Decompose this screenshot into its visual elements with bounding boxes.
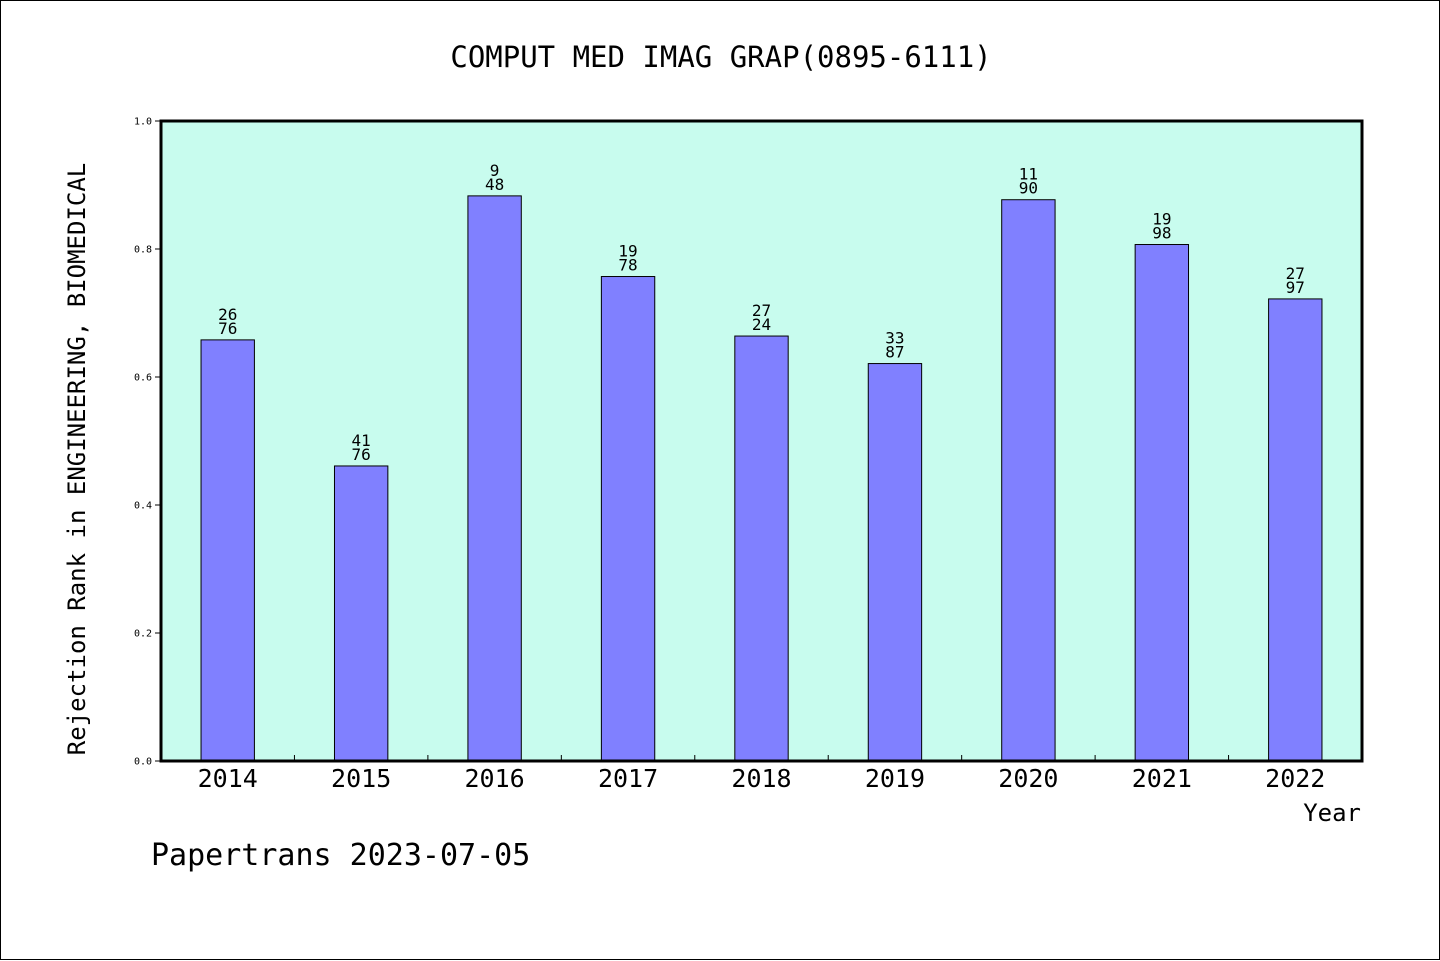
bar-label-2020-line2: 90 <box>1019 179 1038 198</box>
bar-label-2015-line1: 41 <box>352 431 371 450</box>
bar-2021 <box>1134 244 1190 762</box>
x-tick-label-2021: 2021 <box>1132 764 1192 793</box>
bar-label-2015-line2: 76 <box>352 445 371 464</box>
y-tick-label-0.6: 0.6 <box>134 373 152 384</box>
x-tick-label-2016: 2016 <box>465 764 525 793</box>
footer-credit: Papertrans 2023-07-05 <box>151 838 530 873</box>
bar-label-2022-line2: 97 <box>1286 278 1305 297</box>
y-axis-ticks: 0.0 0.2 0.4 0.6 0.8 1.0 <box>134 117 161 768</box>
bar-label-2017-line2: 78 <box>618 256 637 275</box>
bar-2015 <box>333 465 389 762</box>
bar-label-2021-line2: 98 <box>1152 224 1171 243</box>
bar-label-2019-line2: 87 <box>885 343 904 362</box>
bar-label-2016-line1: 9 <box>490 161 500 180</box>
bar-2020 <box>1001 199 1056 762</box>
bar-label-2014-line1: 26 <box>218 305 237 324</box>
y-tick-label-0.8: 0.8 <box>134 245 152 256</box>
bar-label-2018-line2: 24 <box>752 315 771 334</box>
bar-label-2021-line1: 19 <box>1152 210 1171 229</box>
bar-label-2022-line1: 27 <box>1286 264 1305 283</box>
x-tick-label-2015: 2015 <box>331 764 391 793</box>
y-tick-label-0.4: 0.4 <box>134 501 152 512</box>
bar-2022 <box>1268 298 1323 762</box>
y-tick-label-0.2: 0.2 <box>134 629 152 640</box>
x-tick-label-2018: 2018 <box>731 764 791 793</box>
bar-2017 <box>600 276 656 762</box>
bar-2016 <box>467 195 522 762</box>
bar-label-2017-line1: 19 <box>618 242 637 261</box>
bar-label-2014-line2: 76 <box>218 319 237 338</box>
y-tick-label-1.0: 1.0 <box>134 117 152 128</box>
plot-border <box>159 119 1364 763</box>
x-axis-title: Year <box>1303 799 1361 827</box>
y-tick-label-0.0: 0.0 <box>134 757 152 768</box>
y-axis-title: Rejection Rank in ENGINEERING, BIOMEDICA… <box>63 163 91 755</box>
bars-group <box>200 195 1323 762</box>
bar-label-2016-line2: 48 <box>485 175 504 194</box>
bar-label-2020-line1: 11 <box>1019 165 1038 184</box>
x-tick-label-2022: 2022 <box>1265 764 1325 793</box>
x-tick-label-2017: 2017 <box>598 764 658 793</box>
bar-2019 <box>867 363 923 762</box>
chart-title: COMPUT MED IMAG GRAP(0895-6111) <box>450 40 991 74</box>
bar-label-2018-line1: 27 <box>752 301 771 320</box>
x-axis-ticks: 2014 2015 2016 2017 2018 2019 2020 2021 2022 <box>198 755 1325 793</box>
bar-label-2019-line1: 33 <box>885 329 904 348</box>
x-tick-label-2020: 2020 <box>998 764 1058 793</box>
bar-2014 <box>200 339 255 762</box>
x-tick-label-2014: 2014 <box>198 764 258 793</box>
bar-2018 <box>734 335 789 762</box>
x-tick-label-2019: 2019 <box>865 764 925 793</box>
